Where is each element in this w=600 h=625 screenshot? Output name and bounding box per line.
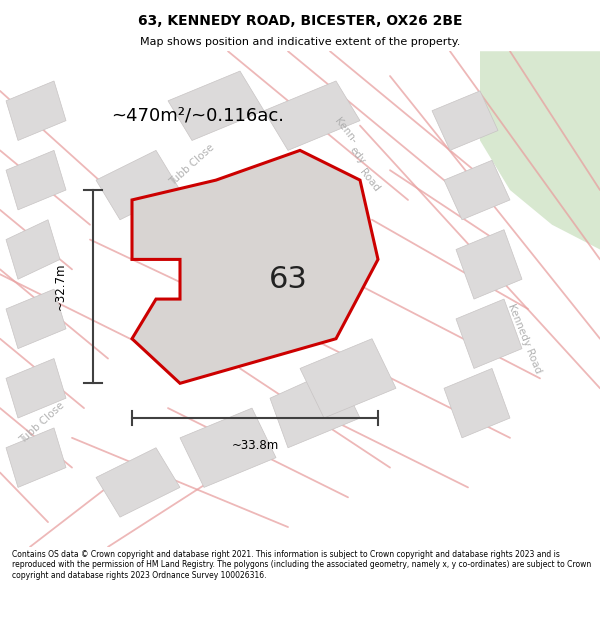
Text: Map shows position and indicative extent of the property.: Map shows position and indicative extent… bbox=[140, 37, 460, 47]
Text: edy: edy bbox=[347, 145, 367, 166]
Text: Tubb Close: Tubb Close bbox=[18, 401, 66, 446]
Polygon shape bbox=[264, 81, 360, 151]
Polygon shape bbox=[168, 71, 264, 141]
Text: Road: Road bbox=[357, 167, 381, 193]
Polygon shape bbox=[6, 428, 66, 488]
Polygon shape bbox=[132, 151, 378, 383]
Polygon shape bbox=[456, 229, 522, 299]
Text: ~470m²/~0.116ac.: ~470m²/~0.116ac. bbox=[112, 107, 284, 124]
Polygon shape bbox=[480, 51, 600, 249]
Polygon shape bbox=[6, 81, 66, 141]
Text: 63, KENNEDY ROAD, BICESTER, OX26 2BE: 63, KENNEDY ROAD, BICESTER, OX26 2BE bbox=[138, 14, 462, 28]
Polygon shape bbox=[270, 369, 360, 448]
Text: Kennedy Road: Kennedy Road bbox=[506, 302, 544, 375]
Polygon shape bbox=[96, 448, 180, 517]
Polygon shape bbox=[180, 408, 276, 488]
Polygon shape bbox=[6, 289, 66, 349]
Polygon shape bbox=[432, 91, 498, 151]
Polygon shape bbox=[300, 339, 396, 418]
Text: Contains OS data © Crown copyright and database right 2021. This information is : Contains OS data © Crown copyright and d… bbox=[12, 550, 591, 580]
Text: Tubb Close: Tubb Close bbox=[168, 142, 216, 188]
Text: 63: 63 bbox=[269, 265, 307, 294]
Text: ~33.8m: ~33.8m bbox=[232, 439, 278, 452]
Text: ~32.7m: ~32.7m bbox=[53, 263, 67, 311]
Polygon shape bbox=[96, 151, 180, 220]
Polygon shape bbox=[6, 220, 60, 279]
Polygon shape bbox=[6, 359, 66, 418]
Text: Kenn-: Kenn- bbox=[332, 116, 358, 145]
Polygon shape bbox=[444, 160, 510, 220]
Polygon shape bbox=[456, 299, 522, 369]
Polygon shape bbox=[6, 151, 66, 210]
Polygon shape bbox=[444, 369, 510, 438]
